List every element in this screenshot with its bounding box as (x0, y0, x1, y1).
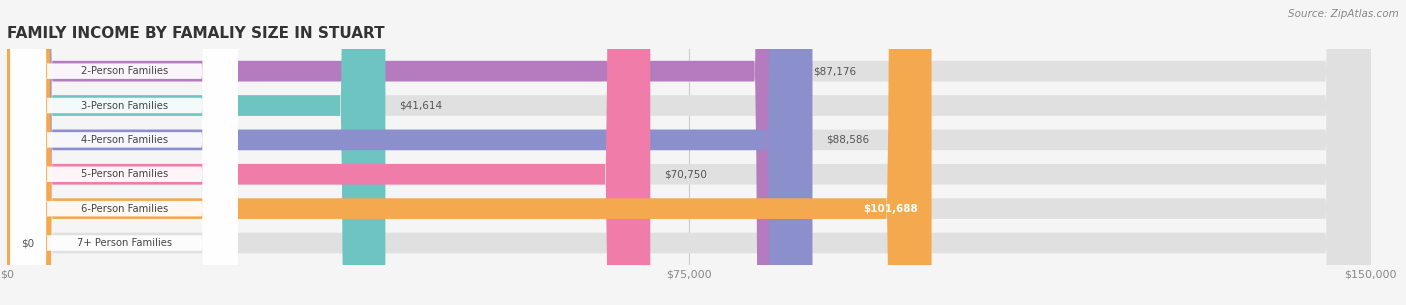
FancyBboxPatch shape (7, 0, 1371, 305)
Text: 5-Person Families: 5-Person Families (80, 169, 167, 179)
Text: 4-Person Families: 4-Person Families (80, 135, 167, 145)
Text: $0: $0 (21, 238, 34, 248)
FancyBboxPatch shape (7, 0, 385, 305)
FancyBboxPatch shape (11, 0, 238, 305)
Text: 3-Person Families: 3-Person Families (80, 101, 167, 110)
FancyBboxPatch shape (7, 0, 1371, 305)
FancyBboxPatch shape (7, 0, 1371, 305)
Text: 7+ Person Families: 7+ Person Families (77, 238, 172, 248)
Text: $88,586: $88,586 (827, 135, 869, 145)
FancyBboxPatch shape (7, 0, 651, 305)
FancyBboxPatch shape (11, 0, 238, 305)
Text: Source: ZipAtlas.com: Source: ZipAtlas.com (1288, 9, 1399, 19)
Text: 2-Person Families: 2-Person Families (80, 66, 167, 76)
FancyBboxPatch shape (7, 0, 1371, 305)
FancyBboxPatch shape (7, 0, 1371, 305)
FancyBboxPatch shape (7, 0, 932, 305)
FancyBboxPatch shape (7, 0, 1371, 305)
FancyBboxPatch shape (7, 0, 813, 305)
FancyBboxPatch shape (11, 0, 238, 305)
Text: $101,688: $101,688 (863, 204, 918, 213)
FancyBboxPatch shape (11, 0, 238, 305)
FancyBboxPatch shape (11, 0, 238, 305)
Text: FAMILY INCOME BY FAMALIY SIZE IN STUART: FAMILY INCOME BY FAMALIY SIZE IN STUART (7, 26, 385, 41)
Text: $87,176: $87,176 (813, 66, 856, 76)
Text: 6-Person Families: 6-Person Families (80, 204, 167, 213)
FancyBboxPatch shape (7, 0, 800, 305)
Text: $70,750: $70,750 (664, 169, 707, 179)
Text: $41,614: $41,614 (399, 101, 441, 110)
FancyBboxPatch shape (11, 0, 238, 305)
